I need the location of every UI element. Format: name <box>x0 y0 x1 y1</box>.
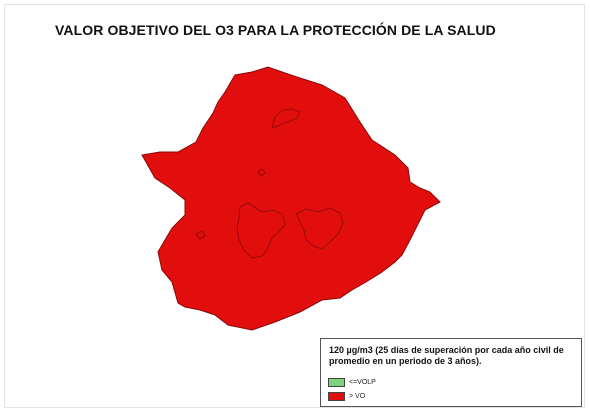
region-extremadura <box>141 66 441 331</box>
legend-box: 120 µg/m3 (25 días de superación por cad… <box>320 338 582 407</box>
legend-swatch-red <box>328 392 345 401</box>
map-title: VALOR OBJETIVO DEL O3 PARA LA PROTECCIÓN… <box>55 22 496 38</box>
legend-title: 120 µg/m3 (25 días de superación por cad… <box>329 345 564 366</box>
legend-label: > VO <box>349 393 366 400</box>
legend-swatch-green <box>328 378 345 387</box>
legend-label: <=VOLP <box>349 379 376 386</box>
internal-borders <box>195 108 344 259</box>
